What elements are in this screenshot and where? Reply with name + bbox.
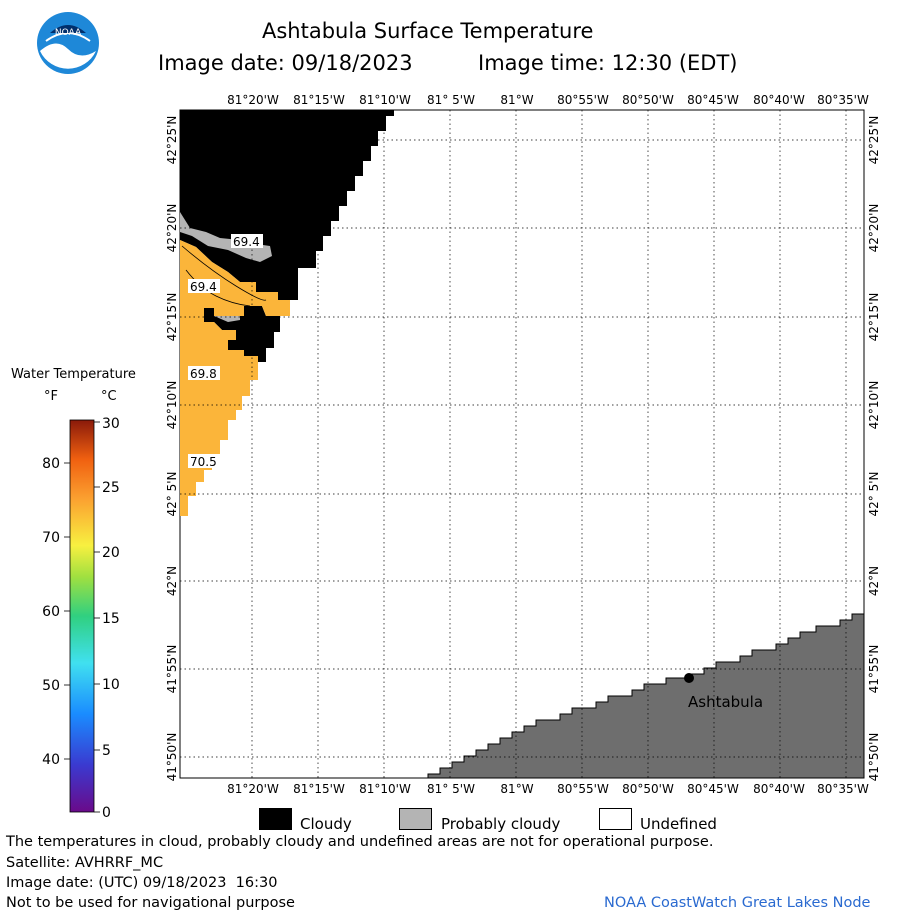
contour-label: 69.8: [190, 367, 217, 381]
lat-label: 42°10'N: [165, 381, 179, 430]
lon-label: 81°W: [500, 782, 533, 796]
scale-tick-f: 50: [42, 678, 60, 694]
lon-label: 80°55'W: [557, 782, 609, 796]
scale-tick-c: 10: [102, 677, 120, 693]
cloud-region: [180, 110, 394, 300]
lat-label: 42° 5'N: [165, 472, 179, 517]
legend-label-probably-cloudy: Probably cloudy: [441, 815, 561, 833]
contour-label: 69.4: [233, 235, 260, 249]
lon-label: 81°15'W: [293, 782, 345, 796]
noaa-logo-icon: NOAA: [36, 11, 100, 75]
lat-label: 42°10'N: [867, 381, 881, 430]
scale-unit-c: °C: [101, 389, 117, 404]
scale-tick-c: 25: [102, 480, 120, 496]
contour-label: 70.5: [190, 455, 217, 469]
lat-label: 42°25'N: [165, 116, 179, 165]
lon-label: 80°50'W: [622, 93, 674, 107]
lon-label: 80°45'W: [687, 782, 739, 796]
scale-tick-c: 20: [102, 545, 120, 561]
lat-label: 42°15'N: [165, 293, 179, 342]
scale-tick-f: 40: [42, 752, 60, 768]
scale-tick-c: 15: [102, 611, 120, 627]
lon-label: 80°40'W: [753, 93, 805, 107]
legend-label-undefined: Undefined: [640, 815, 717, 833]
map-title: Ashtabula Surface Temperature: [262, 19, 594, 43]
lon-label: 80°40'W: [753, 782, 805, 796]
water-temperature-region: [180, 240, 290, 508]
cloud-patch: [204, 306, 280, 362]
contour-label: 69.4: [190, 280, 217, 294]
lat-label: 42°25'N: [867, 116, 881, 165]
lat-label: 41°55'N: [867, 645, 881, 694]
credit-text: NOAA CoastWatch Great Lakes Node: [604, 895, 871, 911]
probably-cloudy-region: [180, 212, 272, 262]
legend-swatch-undefined: [599, 808, 632, 830]
bottom-longitude-labels: 81°20'W 81°15'W 81°10'W 81° 5'W 81°W 80°…: [227, 782, 869, 796]
navigation-warning: Not to be used for navigational purpose: [6, 895, 295, 911]
disclaimer-text: The temperatures in cloud, probably clou…: [6, 834, 714, 850]
lon-label: 80°35'W: [817, 782, 869, 796]
city-label: Ashtabula: [688, 693, 763, 711]
lat-label: 42°20'N: [867, 204, 881, 253]
lat-label: 42° 5'N: [867, 472, 881, 517]
scale-tick-f: 70: [42, 530, 60, 546]
lon-label: 81°15'W: [293, 93, 345, 107]
lat-label: 42°N: [867, 566, 881, 596]
legend-label-cloudy: Cloudy: [300, 815, 352, 833]
lon-label: 80°50'W: [622, 782, 674, 796]
lat-label: 42°20'N: [165, 204, 179, 253]
lon-label: 81°20'W: [227, 782, 279, 796]
image-date: Image date: 09/18/2023: [158, 51, 413, 75]
lat-label: 41°50'N: [165, 733, 179, 782]
ashtabula-city-marker: [684, 673, 694, 683]
lon-label: 81° 5'W: [427, 93, 475, 107]
lon-label: 81°10'W: [359, 782, 411, 796]
scale-unit-f: °F: [44, 389, 58, 404]
scale-title: Water Temperature: [11, 367, 136, 382]
scale-tick-f: 80: [42, 456, 60, 472]
satellite-text: Satellite: AVHRRF_MC: [6, 855, 164, 871]
lat-label: 42°15'N: [867, 293, 881, 342]
image-time: Image time: 12:30 (EDT): [478, 51, 738, 75]
noaa-logo-text: NOAA: [55, 28, 82, 38]
lat-label: 42°N: [165, 566, 179, 596]
right-latitude-labels: 42°25'N 42°20'N 42°15'N 42°10'N 42° 5'N …: [867, 116, 881, 782]
scale-tick-c: 5: [102, 743, 111, 759]
scale-tick-f: 60: [42, 604, 60, 620]
top-longitude-labels: 81°20'W 81°15'W 81°10'W 81° 5'W 81°W 80°…: [227, 93, 869, 107]
legend-swatch-probably-cloudy: [399, 808, 432, 830]
lon-label: 81°W: [500, 93, 533, 107]
lon-label: 81°20'W: [227, 93, 279, 107]
lon-label: 80°45'W: [687, 93, 739, 107]
scale-tick-c: 0: [102, 805, 111, 821]
lon-label: 81° 5'W: [427, 782, 475, 796]
lon-label: 80°35'W: [817, 93, 869, 107]
utc-date-text: Image date: (UTC) 09/18/2023 16:30: [6, 875, 278, 891]
temperature-color-bar: [69, 419, 95, 813]
land-region: [427, 613, 865, 779]
lat-label: 41°50'N: [867, 733, 881, 782]
legend-swatch-cloudy: [259, 808, 292, 830]
lon-label: 81°10'W: [359, 93, 411, 107]
lat-label: 41°55'N: [165, 645, 179, 694]
left-latitude-labels: 42°25'N 42°20'N 42°15'N 42°10'N 42° 5'N …: [165, 116, 179, 782]
scale-tick-c: 30: [102, 416, 120, 432]
lon-label: 80°55'W: [557, 93, 609, 107]
map-grid: [180, 110, 864, 778]
